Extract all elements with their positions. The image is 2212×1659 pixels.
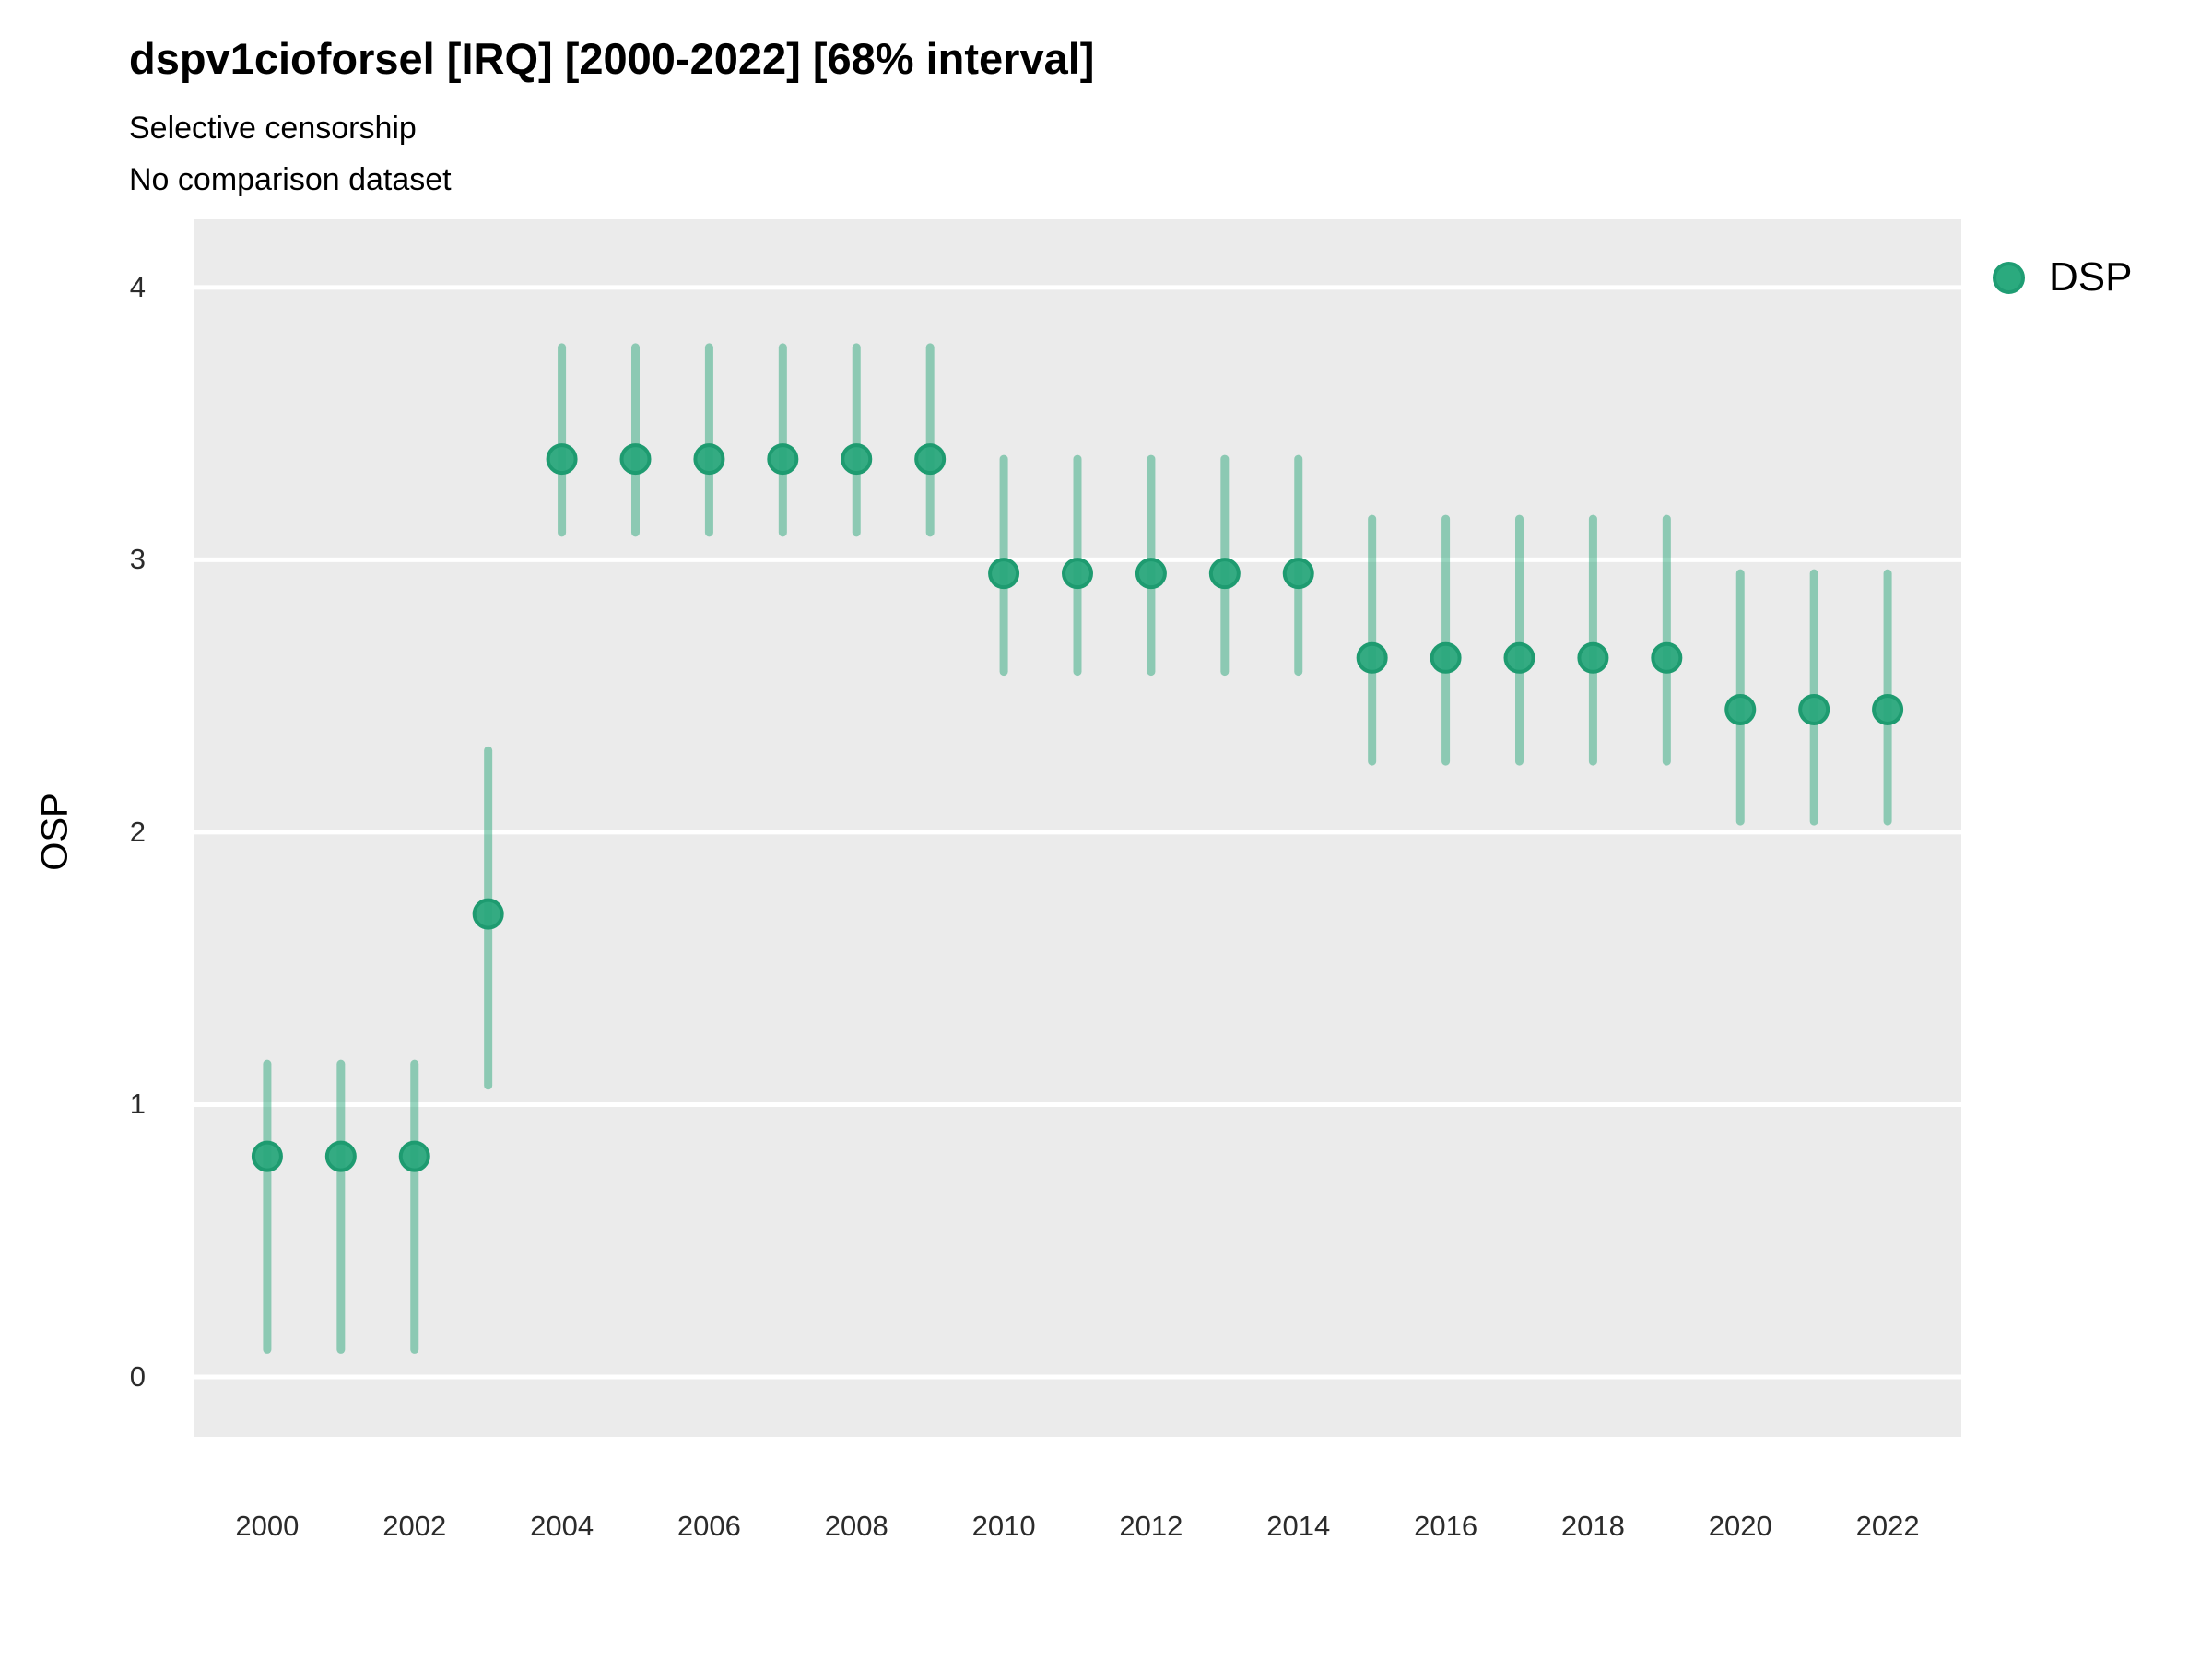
legend-series-label: DSP [2049,254,2133,300]
point-2007 [767,443,799,476]
x-tick-label-2014: 2014 [1266,1510,1331,1542]
x-tick-label-2008: 2008 [824,1510,888,1542]
x-tick-label-2010: 2010 [971,1510,1036,1542]
plot-panel [194,219,1961,1437]
y-tick-label-1: 1 [129,1088,146,1121]
point-2004 [546,443,578,476]
point-2013 [1208,558,1241,590]
point-2002 [398,1140,430,1172]
x-tick-label-2012: 2012 [1119,1510,1183,1542]
y-tick-label-4: 4 [129,270,146,303]
x-tick-label-2018: 2018 [1560,1510,1625,1542]
point-2003 [472,898,504,930]
x-tick-label-2002: 2002 [382,1510,447,1542]
point-2015 [1356,641,1388,674]
point-2001 [324,1140,357,1172]
point-2014 [1282,558,1314,590]
point-2010 [988,558,1020,590]
point-2017 [1503,641,1535,674]
point-2008 [841,443,873,476]
point-2011 [1062,558,1093,590]
point-2006 [693,443,725,476]
chart-title: dspv1cioforsel [IRQ] [2000-2022] [68% in… [129,34,1095,83]
point-2019 [1651,641,1683,674]
plot-area-svg [194,285,1961,1380]
point-2022 [1872,693,1904,725]
legend-point-icon [1993,261,2025,294]
legend: DSP [1993,254,2132,300]
y-tick-label-2: 2 [129,815,146,848]
point-2016 [1430,641,1462,674]
point-2012 [1135,558,1167,590]
point-2021 [1798,693,1830,725]
y-tick-label-0: 0 [129,1359,146,1393]
point-2000 [251,1140,283,1172]
point-2009 [914,443,947,476]
point-2005 [619,443,652,476]
x-tick-label-2000: 2000 [235,1510,300,1542]
chart-subtitle-line1: Selective censorship [129,111,417,146]
point-2020 [1724,693,1757,725]
y-tick-label-3: 3 [129,543,146,576]
x-tick-label-2004: 2004 [530,1510,594,1542]
x-tick-label-2020: 2020 [1708,1510,1772,1542]
point-2018 [1577,641,1609,674]
x-tick-label-2022: 2022 [1855,1510,1920,1542]
x-tick-label-2016: 2016 [1414,1510,1478,1542]
x-tick-label-2006: 2006 [677,1510,741,1542]
chart-subtitle-line2: No comparison dataset [129,162,452,197]
